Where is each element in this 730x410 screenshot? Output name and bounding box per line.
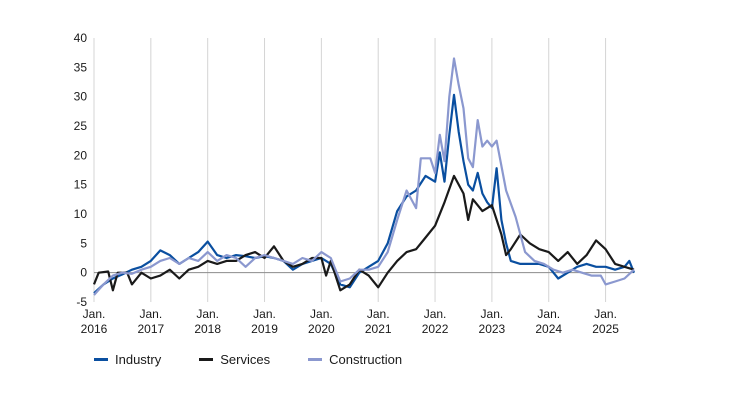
- x-tick-label: Jan.: [537, 307, 560, 321]
- x-tick-label: Jan.: [139, 307, 162, 321]
- y-tick-label: 20: [74, 148, 88, 162]
- legend-item-industry: Industry: [94, 352, 161, 367]
- x-tick-label: 2020: [308, 322, 335, 336]
- x-tick-label: Jan.: [481, 307, 504, 321]
- x-tick-label: Jan.: [196, 307, 219, 321]
- legend-swatch-construction: [308, 358, 323, 361]
- x-tick-label: Jan.: [253, 307, 276, 321]
- x-tick-label: Jan.: [367, 307, 390, 321]
- x-tick-label: Jan.: [83, 307, 106, 321]
- grid-lines: [93, 38, 607, 302]
- legend-item-construction: Construction: [308, 352, 402, 367]
- x-tick-label: 2023: [479, 322, 506, 336]
- legend-item-services: Services: [199, 352, 270, 367]
- legend-swatch-services: [199, 358, 214, 361]
- x-tick-label: 2018: [194, 322, 221, 336]
- legend-swatch-industry: [94, 358, 108, 361]
- y-tick-label: 15: [74, 178, 88, 192]
- y-tick-labels: -5 0 5 10 15 20 25 30 35 40: [74, 31, 88, 309]
- x-tick-label: 2016: [81, 322, 108, 336]
- x-tick-label: Jan.: [310, 307, 333, 321]
- legend-label-services: Services: [220, 352, 271, 367]
- y-tick-label: 40: [74, 31, 88, 45]
- series-line-industry: [93, 93, 636, 295]
- y-tick-label: 0: [80, 266, 87, 280]
- legend: Industry Services Construction: [94, 352, 440, 367]
- y-tick-label: 35: [74, 60, 88, 74]
- series-line-construction: [93, 57, 635, 296]
- x-tick-label: Jan.: [424, 307, 447, 321]
- y-tick-label: -5: [76, 295, 87, 309]
- y-tick-label: 10: [74, 207, 88, 221]
- y-tick-label: 5: [80, 236, 87, 250]
- legend-label-industry: Industry: [115, 352, 162, 367]
- x-tick-label: 2019: [251, 322, 278, 336]
- x-tick-labels: Jan.2016Jan.2017Jan.2018Jan.2019Jan.2020…: [81, 307, 620, 336]
- x-tick-label: 2024: [535, 322, 562, 336]
- x-tick-label: 2017: [137, 322, 164, 336]
- x-tick-label: 2021: [365, 322, 392, 336]
- series-lines: [92, 57, 636, 296]
- x-tick-label: 2022: [422, 322, 449, 336]
- y-tick-label: 30: [74, 90, 88, 104]
- y-tick-label: 25: [74, 119, 88, 133]
- x-tick-label: Jan.: [594, 307, 617, 321]
- legend-label-construction: Construction: [329, 352, 403, 367]
- x-tick-label: 2025: [592, 322, 619, 336]
